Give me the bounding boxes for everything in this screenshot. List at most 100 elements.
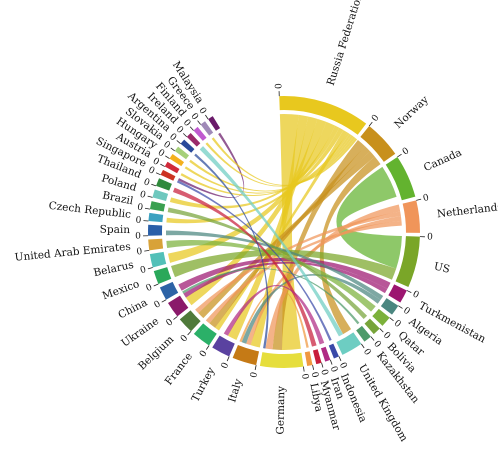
arc-kazakhstan bbox=[356, 325, 371, 342]
group-label-germany: Germany bbox=[274, 386, 287, 435]
tick-label-belarus: 0 bbox=[139, 265, 147, 276]
group-label-mexico: Mexico bbox=[101, 278, 141, 302]
tick-label-kazakhstan: 0 bbox=[371, 339, 383, 350]
arc-united-kingdom bbox=[336, 332, 362, 355]
tick-turkey bbox=[226, 356, 230, 362]
arc-algeria bbox=[380, 298, 399, 315]
group-label-canada: Canada bbox=[422, 147, 464, 175]
arc-canada bbox=[385, 156, 416, 201]
arc-russia-federation bbox=[279, 96, 367, 135]
arc-ireland bbox=[186, 133, 201, 147]
ribbon-united-kingdom-to-ireland bbox=[199, 146, 344, 337]
tick-ireland bbox=[182, 133, 188, 138]
arc-indonesia bbox=[328, 343, 339, 359]
ribbon-layer bbox=[166, 114, 402, 350]
arc-belgium bbox=[179, 310, 201, 332]
tick-austria bbox=[160, 163, 165, 167]
tick-indonesia bbox=[338, 356, 342, 362]
tick-united-kingdom bbox=[361, 343, 365, 349]
group-label-france: France bbox=[163, 351, 195, 388]
tick-label-norway: 0 bbox=[370, 113, 382, 124]
group-label-us: US bbox=[433, 261, 451, 276]
tick-label-singapore: 0 bbox=[147, 165, 157, 177]
tick-label-indonesia: 0 bbox=[337, 361, 349, 371]
arc-germany bbox=[259, 352, 304, 368]
tick-ukraine bbox=[173, 316, 178, 320]
tick-label-germany: 0 bbox=[299, 373, 310, 380]
tick-label-us: 0 bbox=[427, 232, 433, 242]
arc-thailand bbox=[156, 178, 172, 191]
ribbon-iran-to-turkey bbox=[223, 284, 325, 345]
arc-italy bbox=[232, 344, 260, 366]
tick-norway bbox=[368, 121, 373, 127]
arc-iran bbox=[320, 346, 331, 362]
tick-label-united-kingdom: 0 bbox=[361, 347, 373, 358]
arc-czech-republic bbox=[148, 212, 164, 223]
tick-label-austria: 0 bbox=[151, 156, 161, 168]
tick-myanmar bbox=[321, 362, 324, 368]
tick-greece bbox=[197, 120, 201, 125]
tick-thailand bbox=[151, 183, 157, 187]
ribbon-norway-to-france bbox=[209, 146, 371, 328]
group-label-norway: Norway bbox=[392, 94, 431, 131]
arc-china bbox=[159, 281, 179, 300]
tick-label-mexico: 0 bbox=[145, 283, 154, 295]
tick-label-hungary: 0 bbox=[156, 148, 166, 160]
tick-italy bbox=[254, 365, 257, 371]
tick-label-slovakia: 0 bbox=[161, 140, 172, 152]
tick-poland bbox=[147, 195, 153, 198]
ribbon-turkmenistan-to-china bbox=[178, 257, 391, 291]
arc-hungary bbox=[169, 154, 185, 167]
ribbon-russia-federation-to-czech-republic bbox=[166, 127, 344, 224]
tick-canada bbox=[397, 153, 402, 158]
tick-belgium bbox=[187, 331, 192, 336]
tick-label-turkey: 0 bbox=[220, 361, 232, 371]
group-label-netherlands: Netherlands bbox=[436, 201, 498, 220]
tick-germany bbox=[303, 366, 305, 372]
arc-singapore bbox=[160, 169, 176, 181]
group-label-belgium: Belgium bbox=[136, 333, 176, 372]
arc-turkey bbox=[212, 335, 235, 357]
arc-us bbox=[395, 236, 420, 287]
group-label-ukraine: Ukraine bbox=[119, 315, 161, 349]
arc-bolivia bbox=[364, 318, 380, 335]
group-label-italy: Italy bbox=[226, 377, 244, 403]
ribbon-russia-federation-to-greece bbox=[211, 137, 358, 186]
arc-ukraine bbox=[167, 295, 189, 317]
tick-label-italy: 0 bbox=[249, 371, 260, 379]
tick-label-turkmenistan: 0 bbox=[411, 289, 421, 301]
arc-greece bbox=[200, 121, 214, 136]
tick-label-netherlands: 0 bbox=[422, 193, 430, 204]
tick-hungary bbox=[165, 155, 170, 159]
tick-iran bbox=[329, 359, 333, 365]
tick-label-qatar: 0 bbox=[392, 319, 403, 331]
group-label-libya: Libya bbox=[307, 382, 324, 413]
tick-label-spain: 0 bbox=[135, 231, 141, 241]
tick-label-ukraine: 0 bbox=[165, 317, 176, 329]
tick-argentina bbox=[176, 140, 181, 145]
tick-label-libya: 0 bbox=[309, 371, 320, 379]
arc-norway bbox=[360, 125, 396, 162]
ribbon-russia-federation-to-ukraine bbox=[185, 118, 327, 306]
arc-argentina bbox=[180, 139, 195, 153]
tick-label-poland: 0 bbox=[139, 190, 147, 201]
ribbon-norway-to-germany bbox=[272, 140, 366, 350]
tick-label-finland: 0 bbox=[181, 118, 192, 129]
tick-bolivia bbox=[379, 328, 384, 333]
tick-label-russia-federation: 0 bbox=[274, 83, 284, 89]
ribbon-canada-to-us bbox=[336, 166, 402, 269]
arc-france bbox=[193, 323, 217, 346]
tick-label-canada: 0 bbox=[401, 146, 412, 158]
tick-label-myanmar: 0 bbox=[318, 368, 329, 377]
tick-label-belgium: 0 bbox=[179, 333, 190, 344]
arc-layer bbox=[143, 91, 425, 372]
group-label-spain: Spain bbox=[100, 224, 131, 236]
tick-finland bbox=[189, 126, 194, 131]
tick-label-greece: 0 bbox=[188, 112, 200, 123]
arc-poland bbox=[152, 189, 169, 201]
ribbon-netherlands-to-germany bbox=[265, 204, 401, 350]
arc-brazil bbox=[149, 201, 166, 212]
tick-algeria bbox=[398, 305, 403, 309]
tick-label-united-arab-emirates: 0 bbox=[136, 247, 143, 258]
